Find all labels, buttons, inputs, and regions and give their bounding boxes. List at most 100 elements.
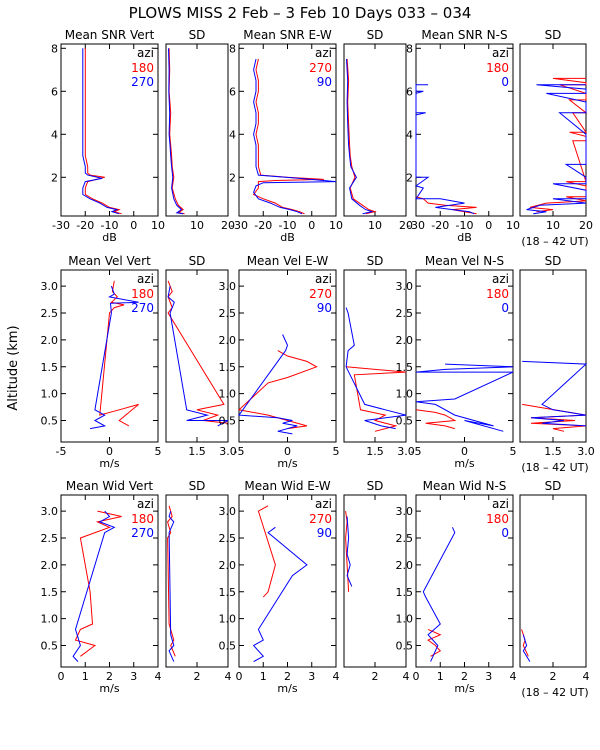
chart-vel-vert-sd-xtick-label-1: 1.5 — [188, 445, 206, 458]
chart-snr-ew-xlabel: dB — [280, 231, 295, 244]
chart-wid-ew: Mean Wid E-W 0 1 2 3 4 0.5 1.0 1.5 2.0 2.5 3.0 m/s az… — [219, 479, 340, 695]
chart-vel-ns-series-0-line — [415, 363, 514, 432]
chart-vel-vert-sd-series-270-line — [167, 286, 229, 427]
chart-vel-ns-xlabel: m/s — [454, 457, 474, 470]
chart-wid-vert-ytick-label-2: 1.5 — [41, 586, 59, 599]
chart-wid-vert-legend-entry-1: 270 — [131, 526, 154, 540]
chart-snr-vert-sd-xtick-label-1: 10 — [190, 219, 204, 232]
chart-vel-vert-ytick-label-4: 2.5 — [41, 307, 59, 320]
chart-vel-ew-xtick-label-1: 0 — [284, 445, 291, 458]
chart-snr-ew-ytick-label-2: 6 — [229, 85, 236, 98]
chart-wid-ew-ytick-label-1: 1.0 — [219, 613, 237, 626]
chart-vel-ew-ytick-label-0: 0.5 — [219, 415, 237, 428]
chart-vel-vert-sd-xtick-label-2: 3.0 — [219, 445, 237, 458]
chart-vel-vert-legend-entry-0: 180 — [131, 287, 154, 301]
chart-snr-ns-ytick-label-3: 8 — [406, 42, 413, 55]
chart-wid-ew-legend-entry-0: 270 — [309, 512, 332, 526]
chart-vel-ns-sd-xtick-label-1: 1.5 — [544, 445, 562, 458]
panels-group: Mean SNR Vert-30 -20 -10 0 102468dBazi180270… — [41, 28, 595, 695]
chart-snr-ns-xtick-label-0: -30 — [407, 219, 425, 232]
chart-snr-ns-ytick-label-1: 4 — [406, 128, 413, 141]
chart-vel-vert-ytick-label-3: 2.0 — [41, 334, 59, 347]
chart-snr-ew-legend-entry-1: 90 — [317, 75, 332, 89]
chart-snr-ns-sd-xtick-label-1: 10 — [546, 219, 560, 232]
chart-vel-ns-title: Mean Vel N-S — [425, 254, 504, 268]
chart-vel-ew-title: Mean Vel E-W — [247, 254, 329, 268]
chart-snr-ew-series-90-line — [253, 58, 337, 215]
chart-vel-ew-ytick-label-3: 2.0 — [219, 334, 237, 347]
chart-wid-ns-legend-entry-0: 180 — [486, 512, 509, 526]
chart-vel-vert-sd: SD 1.5 3.0 — [165, 254, 237, 458]
chart-wid-ns-title: Mean Wid N-S — [423, 479, 507, 493]
chart-vel-ns-xtick-label-2: 5 — [510, 445, 517, 458]
chart-wid-ns-sd-series-180-line — [521, 629, 529, 657]
chart-snr-ns-sd-frame — [519, 43, 587, 217]
chart-wid-ew-legend-entry-1: 90 — [317, 526, 332, 540]
chart-snr-ew-ytick-label-3: 8 — [229, 42, 236, 55]
chart-snr-vert-ytick-label-1: 4 — [51, 128, 58, 141]
chart-vel-ew-series-270-line — [237, 350, 318, 430]
chart-vel-ew-legend-entry-1: 90 — [317, 301, 332, 315]
chart-vel-vert-ytick-label-0: 0.5 — [41, 415, 59, 428]
chart-snr-vert-legend-entry-0: 180 — [131, 61, 154, 75]
chart-snr-ew-xtick-label-1: -20 — [254, 219, 272, 232]
chart-wid-vert-sd-title: SD — [189, 479, 206, 493]
chart-wid-ns-ytick-label-2: 1.5 — [396, 586, 414, 599]
chart-vel-ns-sd-frame — [519, 269, 587, 443]
chart-snr-ew-ytick-label-0: 2 — [229, 171, 236, 184]
chart-snr-ns-legend-title: azi — [492, 46, 509, 60]
chart-vel-ns-series-180-line — [415, 409, 457, 430]
chart-vel-vert: Mean Vel Vert -5 0 5 0.5 1.0 1.5 2.0 2.5 3.0 m/s az… — [41, 254, 162, 470]
chart-vel-ew-sd-xtick-label-1: 1.5 — [366, 445, 384, 458]
chart-snr-ns-series-180-line — [415, 196, 477, 215]
chart-snr-vert-sd-series-180-line — [168, 48, 185, 215]
chart-snr-ew-xtick-label-3: 0 — [308, 219, 315, 232]
chart-vel-ew-series-90-line — [238, 334, 298, 435]
chart-snr-vert-sd-frame — [165, 43, 229, 217]
figure-title: PLOWS MISS 2 Feb – 3 Feb 10 Days 033 – 0… — [129, 4, 472, 22]
chart-wid-ew-xtick-label-2: 2 — [284, 670, 291, 683]
chart-vel-ns-ytick-label-2: 1.5 — [396, 361, 414, 374]
chart-snr-vert-xtick-label-4: 10 — [151, 219, 165, 232]
chart-vel-ew-xtick-label-0: -5 — [234, 445, 245, 458]
chart-wid-ns-xtick-label-2: 2 — [461, 670, 468, 683]
footnote-row-1: (18 – 42 UT) — [521, 235, 588, 248]
chart-vel-ns-ytick-label-0: 0.5 — [396, 415, 414, 428]
chart-snr-vert-sd-title: SD — [189, 28, 206, 42]
chart-snr-ns-xtick-label-1: -20 — [431, 219, 449, 232]
chart-snr-ew-xtick-label-2: -10 — [279, 219, 297, 232]
chart-snr-ns-xlabel: dB — [457, 231, 472, 244]
chart-snr-vert-series-270-line — [82, 48, 120, 215]
chart-wid-ns-sd-frame — [519, 494, 587, 668]
chart-vel-ew-ytick-label-5: 3.0 — [219, 280, 237, 293]
chart-snr-ns-legend-entry-1: 0 — [501, 75, 509, 89]
chart-snr-ns-ytick-label-2: 6 — [406, 85, 413, 98]
chart-wid-ew-sd-xtick-label-1: 2 — [372, 670, 379, 683]
chart-snr-ns-xtick-label-2: -10 — [456, 219, 474, 232]
chart-snr-vert-title: Mean SNR Vert — [65, 28, 155, 42]
chart-wid-ns-xtick-label-4: 4 — [510, 670, 517, 683]
chart-wid-ns-xtick-label-3: 3 — [485, 670, 492, 683]
chart-wid-ns-xtick-label-1: 1 — [437, 670, 444, 683]
chart-wid-vert-legend-entry-0: 180 — [131, 512, 154, 526]
chart-snr-ns-xtick-label-4: 10 — [506, 219, 520, 232]
chart-wid-ew-xtick-label-4: 4 — [333, 670, 340, 683]
chart-snr-ns-ytick-label-0: 2 — [406, 171, 413, 184]
chart-wid-vert-ytick-label-4: 2.5 — [41, 532, 59, 545]
chart-snr-ew-ytick-label-1: 4 — [229, 128, 236, 141]
chart-vel-vert-series-180-line — [99, 280, 139, 427]
chart-vel-ns-legend-entry-0: 180 — [486, 287, 509, 301]
chart-snr-ew-legend-title: azi — [315, 46, 332, 60]
chart-wid-ew-xlabel: m/s — [277, 682, 297, 695]
chart-vel-ew-sd-series-270-line — [346, 366, 407, 432]
chart-snr-ew-sd-xtick-label-1: 10 — [368, 219, 382, 232]
chart-snr-ns-xtick-label-3: 0 — [485, 219, 492, 232]
chart-wid-vert-sd-xtick-label-2: 4 — [225, 670, 232, 683]
chart-snr-vert-ytick-label-0: 2 — [51, 171, 58, 184]
footnote-row-3: (18 – 42 UT) — [521, 686, 588, 699]
chart-wid-vert-ytick-label-1: 1.0 — [41, 613, 59, 626]
chart-snr-ew-sd-series-270-line — [346, 58, 377, 215]
